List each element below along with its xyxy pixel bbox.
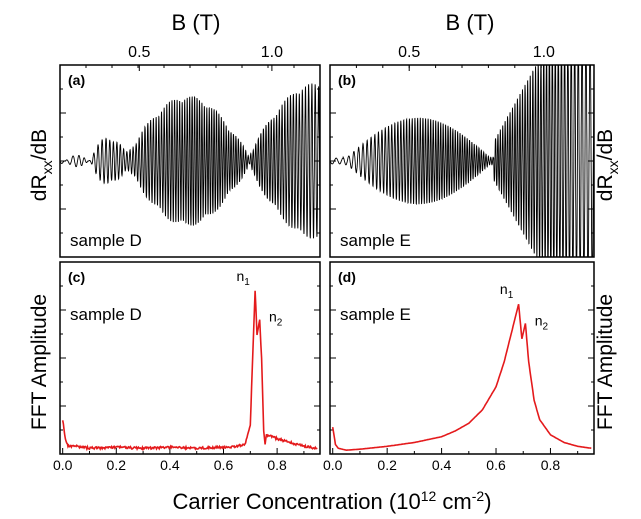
panels: (a) sample D 0.5 1.0 (b) sample E 0.5 1.0 (c) sam…: [53, 44, 594, 473]
peak-label-main-c: n: [269, 309, 277, 325]
x-tick-label-c: 0.2: [107, 457, 127, 473]
annotation-d: sample E: [340, 305, 411, 324]
peak-label-sub-d: 2: [543, 321, 549, 332]
panel-label-d: (d): [338, 269, 356, 285]
panel-label-c: (c): [68, 269, 85, 285]
panel-c: (c)sample D0.0 0.2 0.4 0.6 0.8n1n2: [53, 262, 320, 473]
x-tick-label-d: 0.2: [377, 457, 397, 473]
peak-label-c: n2: [269, 309, 283, 329]
xlabel-mid: cm: [436, 489, 471, 514]
series-d: [333, 304, 592, 450]
annotation-b: sample E: [340, 231, 411, 250]
x-tick-label-d: 0.8: [541, 457, 561, 473]
ylabel-c: FFT Amplitude: [28, 294, 51, 430]
peak-label-main-c: n: [236, 268, 244, 284]
x-tick-label-c: 0.4: [160, 457, 180, 473]
panel-a: (a) sample D 0.5 1.0: [60, 44, 320, 257]
ylabel-a-main: dR: [28, 174, 51, 201]
panel-d: (d)sample E0.0 0.2 0.4 0.6 0.8n1n2: [323, 262, 594, 473]
xlabel-sup2: -2: [472, 488, 485, 504]
peak-label-main-d: n: [535, 312, 543, 328]
x-tick-label-d: 0.6: [486, 457, 506, 473]
panel-label-a: (a): [68, 72, 85, 88]
top-tick-label-a: 1.0: [261, 44, 283, 61]
annotation-a: sample D: [70, 231, 142, 250]
xlabel: Carrier Concentration (1012 cm-2): [172, 488, 491, 514]
top-axis-label-b: B (T): [446, 10, 495, 35]
top-tick-label-b: 1.0: [533, 44, 555, 61]
xlabel-tail: ): [484, 489, 491, 514]
ylabel-a: dRxx/dB: [28, 129, 55, 201]
peak-label-d: n1: [500, 281, 514, 301]
panel-b: (b) sample E 0.5 1.0: [330, 44, 594, 257]
xlabel-main: Carrier Concentration (10: [172, 489, 420, 514]
top-tick-label-b: 0.5: [398, 44, 420, 61]
peak-label-sub-c: 2: [277, 318, 283, 329]
peak-label-main-d: n: [500, 281, 508, 297]
series-b: [330, 65, 594, 257]
ylabel-a-tail: /dB: [28, 129, 51, 161]
ylabel-d: FFT Amplitude: [594, 294, 617, 430]
top-axis-label-a: B (T): [172, 10, 221, 35]
panel-label-b: (b): [338, 72, 356, 88]
peak-label-d: n2: [535, 312, 549, 332]
peak-label-sub-d: 1: [508, 290, 514, 301]
x-tick-label-d: 0.0: [323, 457, 343, 473]
x-tick-label-c: 0.8: [267, 457, 287, 473]
x-tick-label-c: 0.6: [214, 457, 234, 473]
peak-label-sub-c: 1: [244, 277, 250, 288]
frame-d: [330, 262, 594, 454]
series-a: [60, 84, 320, 239]
ylabel-b-main: dR: [594, 174, 617, 201]
ylabel-b-tail: /dB: [594, 129, 617, 161]
ylabel-a-sub: xx: [39, 160, 55, 174]
xlabel-sup1: 12: [421, 488, 437, 504]
x-tick-label-d: 0.4: [432, 457, 452, 473]
annotation-c: sample D: [70, 305, 142, 324]
ylabel-b: dRxx/dB: [594, 129, 621, 201]
frame-c: [60, 262, 320, 454]
x-tick-label-c: 0.0: [53, 457, 73, 473]
peak-label-c: n1: [236, 268, 250, 288]
ylabel-b-sub: xx: [605, 160, 621, 174]
top-tick-label-a: 0.5: [128, 44, 150, 61]
